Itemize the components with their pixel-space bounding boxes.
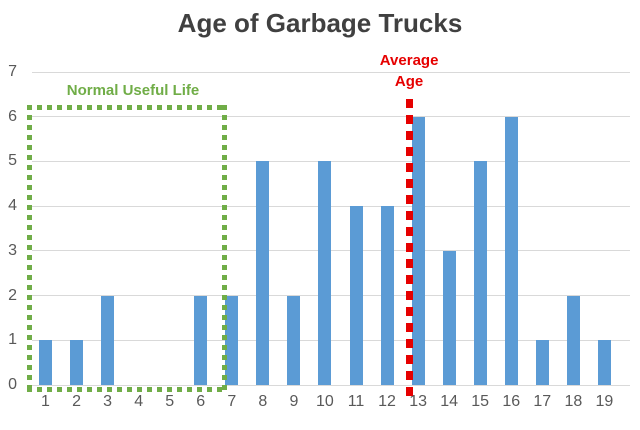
bar-13 (411, 116, 425, 385)
x-tick-label-3: 3 (103, 393, 113, 410)
bar-3 (101, 295, 115, 385)
normal-useful-life-box-left-edge (26, 104, 32, 393)
bar-17 (535, 340, 549, 385)
x-tick-label-14: 14 (440, 393, 459, 410)
x-tick-label-15: 15 (471, 393, 490, 410)
x-tick-label-8: 8 (258, 393, 268, 410)
chart-title: Age of Garbage Trucks (177, 8, 463, 38)
bar-18 (566, 295, 580, 385)
gridline-6 (32, 116, 630, 118)
bar-8 (256, 161, 270, 385)
y-tick-label-0: 0 (8, 376, 17, 393)
x-tick-label-6: 6 (196, 393, 206, 410)
x-tick-label-1: 1 (41, 393, 50, 410)
bar-6 (194, 295, 208, 385)
average-age-label-line1: Average (379, 52, 439, 69)
x-tick-label-2: 2 (72, 393, 81, 410)
average-age-line (405, 98, 413, 398)
bar-7 (225, 295, 239, 385)
average-age-label: Average Age (349, 50, 469, 92)
x-tick-label-18: 18 (564, 393, 583, 410)
y-tick-label-2: 2 (8, 286, 17, 304)
x-tick-label-10: 10 (316, 393, 334, 410)
bar-9 (287, 295, 301, 385)
average-age-label-line2: Age (394, 73, 424, 90)
x-tick-label-17: 17 (533, 393, 552, 410)
y-tick-label-6: 6 (8, 107, 17, 125)
y-tick-label-4: 4 (8, 197, 17, 215)
normal-useful-life-box-top-edge (26, 104, 228, 110)
bar-10 (318, 161, 332, 385)
bar-16 (504, 116, 518, 385)
bar-19 (597, 340, 611, 385)
x-tick-label-16: 16 (502, 393, 521, 410)
x-tick-label-7: 7 (227, 393, 237, 410)
bar-2 (70, 340, 84, 385)
x-tick-label-4: 4 (134, 393, 144, 410)
gridline-0 (32, 384, 630, 386)
gridline-7 (32, 71, 630, 73)
bar-1 (39, 340, 52, 385)
bar-12 (380, 206, 394, 385)
normal-useful-life-box-bottom-edge (26, 387, 228, 393)
x-tick-label-11: 11 (347, 393, 365, 410)
x-tick-label-12: 12 (378, 393, 396, 410)
x-tick-label-19: 19 (595, 393, 614, 410)
bar-15 (473, 161, 487, 385)
y-tick-label-5: 5 (8, 152, 17, 170)
x-tick-label-9: 9 (289, 393, 299, 410)
x-tick-label-13: 13 (409, 393, 427, 410)
y-tick-label-3: 3 (8, 241, 17, 259)
normal-useful-life-box-right-edge (222, 104, 228, 393)
bar-11 (349, 206, 363, 385)
x-tick-label-5: 5 (165, 393, 175, 410)
y-tick-label-7: 7 (8, 63, 17, 80)
bar-14 (442, 250, 456, 385)
normal-useful-life-label: Normal Useful Life (66, 82, 200, 99)
y-tick-label-1: 1 (8, 331, 17, 349)
